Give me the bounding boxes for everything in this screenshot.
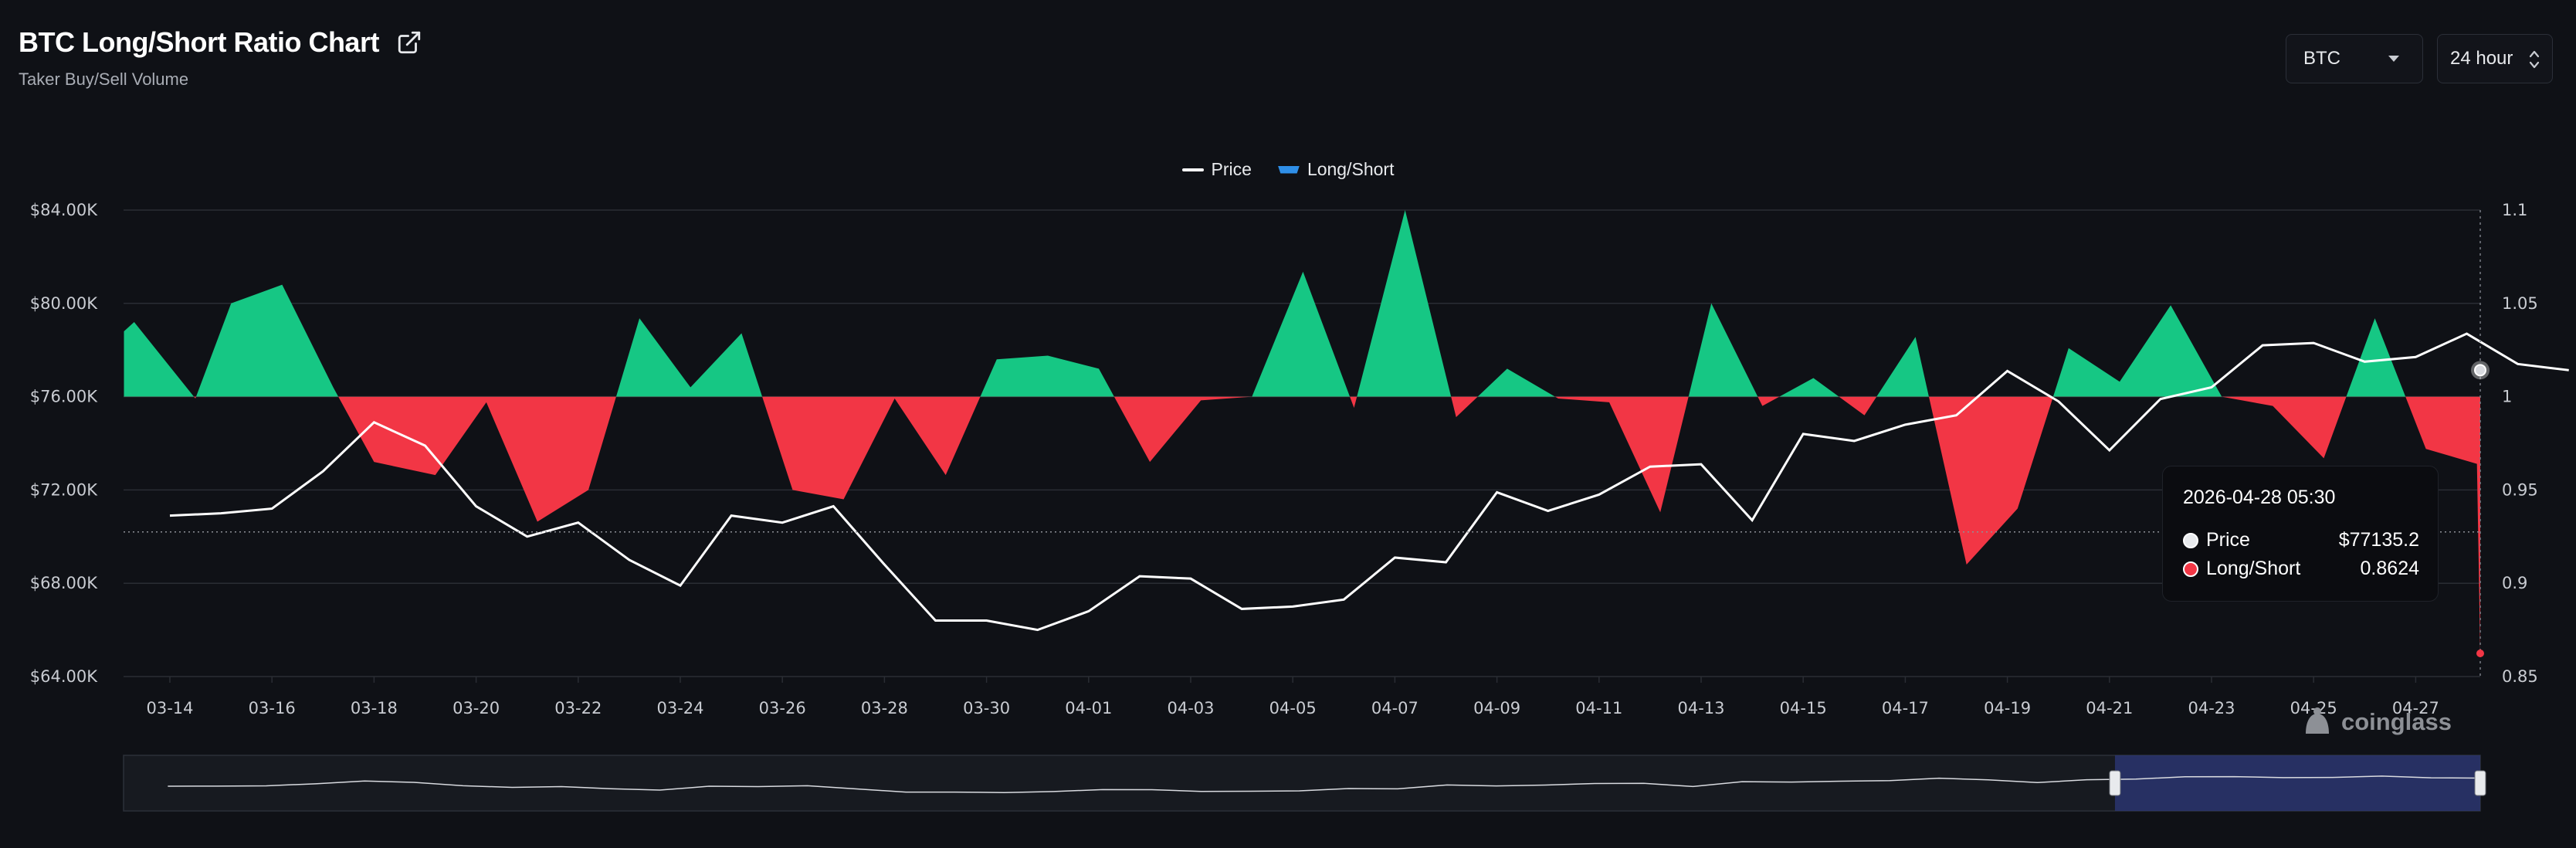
y-right-tick-label: 1.1 — [2502, 201, 2527, 219]
x-tick-label: 04-25 — [2290, 699, 2337, 717]
price-dot-icon — [2183, 532, 2198, 548]
legend-label-price: Price — [1211, 159, 1252, 179]
sort-updown-icon — [2529, 50, 2540, 69]
x-tick-label: 04-03 — [1167, 699, 1214, 717]
external-link-icon[interactable] — [396, 29, 422, 56]
coin-select[interactable]: BTC — [2286, 34, 2423, 83]
x-tick-label: 03-20 — [452, 699, 500, 717]
x-tick-label: 03-26 — [759, 699, 806, 717]
x-tick-label: 04-19 — [1984, 699, 2031, 717]
x-tick-label: 03-16 — [249, 699, 296, 717]
y-left-tick-label: $80.00K — [30, 294, 98, 313]
y-right-tick-label: 1.05 — [2502, 294, 2538, 313]
x-tick-label: 04-05 — [1269, 699, 1317, 717]
range-navigator[interactable] — [123, 755, 2486, 812]
navigator-handle[interactable] — [2474, 770, 2486, 796]
y-right-tick-label: 0.95 — [2502, 480, 2538, 499]
legend-swatch-price — [1181, 168, 1204, 171]
x-tick-label: 04-15 — [1780, 699, 1827, 717]
x-tick-label: 04-13 — [1677, 699, 1724, 717]
long-short-negative-area — [124, 396, 2480, 654]
y-left-tick-label: $68.00K — [30, 574, 98, 592]
y-right-tick-label: 0.85 — [2502, 667, 2538, 686]
chart-header: BTC Long/Short Ratio Chart Taker Buy/Sel… — [19, 26, 422, 90]
legend-swatch-long-short — [1277, 165, 1300, 174]
x-tick-label: 04-11 — [1575, 699, 1622, 717]
coin-select-value: BTC — [2303, 48, 2340, 69]
navigator-selection[interactable] — [2114, 755, 2480, 811]
legend-label-long-short: Long/Short — [1307, 159, 1395, 179]
period-select-value: 24 hour — [2450, 48, 2513, 69]
price-marker — [2474, 364, 2486, 377]
y-right-tick-label: 0.9 — [2502, 574, 2527, 592]
x-tick-label: 04-23 — [2188, 699, 2235, 717]
y-left-tick-label: $64.00K — [30, 667, 98, 686]
x-tick-label: 03-14 — [146, 699, 193, 717]
x-tick-label: 04-09 — [1473, 699, 1520, 717]
y-left-tick-label: $72.00K — [30, 480, 98, 499]
legend-item-long-short[interactable]: Long/Short — [1277, 159, 1395, 180]
coinglass-watermark: coinglass — [2300, 704, 2452, 740]
x-tick-label: 03-28 — [861, 699, 908, 717]
axes: $64.00K $68.00K $72.00K $76.00K $80.00K $84.0… — [30, 201, 2538, 717]
coinglass-logo-icon — [2306, 707, 2329, 734]
y-left-tick-label: $84.00K — [30, 201, 98, 219]
x-tick-label: 04-07 — [1371, 699, 1418, 717]
tooltip-row-price: Price $77135.2 — [2183, 526, 2419, 555]
x-tick-label: 03-30 — [963, 699, 1010, 717]
x-tick-label: 04-27 — [2392, 699, 2439, 717]
tooltip-ratio-value: 0.8624 — [2360, 558, 2419, 579]
period-select[interactable]: 24 hour — [2437, 34, 2553, 83]
navigator-price-line — [168, 775, 2481, 793]
page-title: BTC Long/Short Ratio Chart — [19, 26, 379, 58]
chart-subtitle: Taker Buy/Sell Volume — [19, 70, 189, 89]
x-tick-label: 03-18 — [351, 699, 398, 717]
tooltip-ratio-label: Long/Short — [2206, 558, 2301, 579]
long-short-positive-area — [124, 210, 2480, 397]
ratio-marker — [2476, 650, 2484, 657]
ratio-dot-icon — [2183, 561, 2198, 577]
y-left-tick-label: $76.00K — [30, 388, 98, 406]
y-right-tick-label: 1 — [2502, 388, 2512, 406]
tooltip-price-label: Price — [2206, 529, 2250, 551]
x-tick-label: 04-21 — [2086, 699, 2133, 717]
x-tick-label: 03-22 — [554, 699, 602, 717]
x-tick-label: 04-17 — [1882, 699, 1929, 717]
legend-item-price[interactable]: Price — [1181, 159, 1252, 180]
x-tick-label: 04-01 — [1065, 699, 1112, 717]
watermark-text: coinglass — [2341, 708, 2452, 735]
navigator-handle[interactable] — [2109, 770, 2121, 796]
chevron-down-icon — [2388, 56, 2399, 62]
x-tick-label: 03-24 — [656, 699, 703, 717]
chart-tooltip: 2026-04-28 05:30 Price $77135.2 Long/Sho… — [2162, 466, 2439, 602]
tooltip-price-value: $77135.2 — [2338, 529, 2419, 551]
navigator-track — [123, 755, 2481, 812]
price-line — [169, 332, 2569, 632]
chart-legend: Price Long/Short — [0, 159, 2576, 180]
tooltip-row-ratio: Long/Short 0.8624 — [2183, 555, 2419, 583]
tooltip-markers — [124, 361, 2490, 657]
tooltip-time: 2026-04-28 05:30 — [2183, 487, 2336, 508]
